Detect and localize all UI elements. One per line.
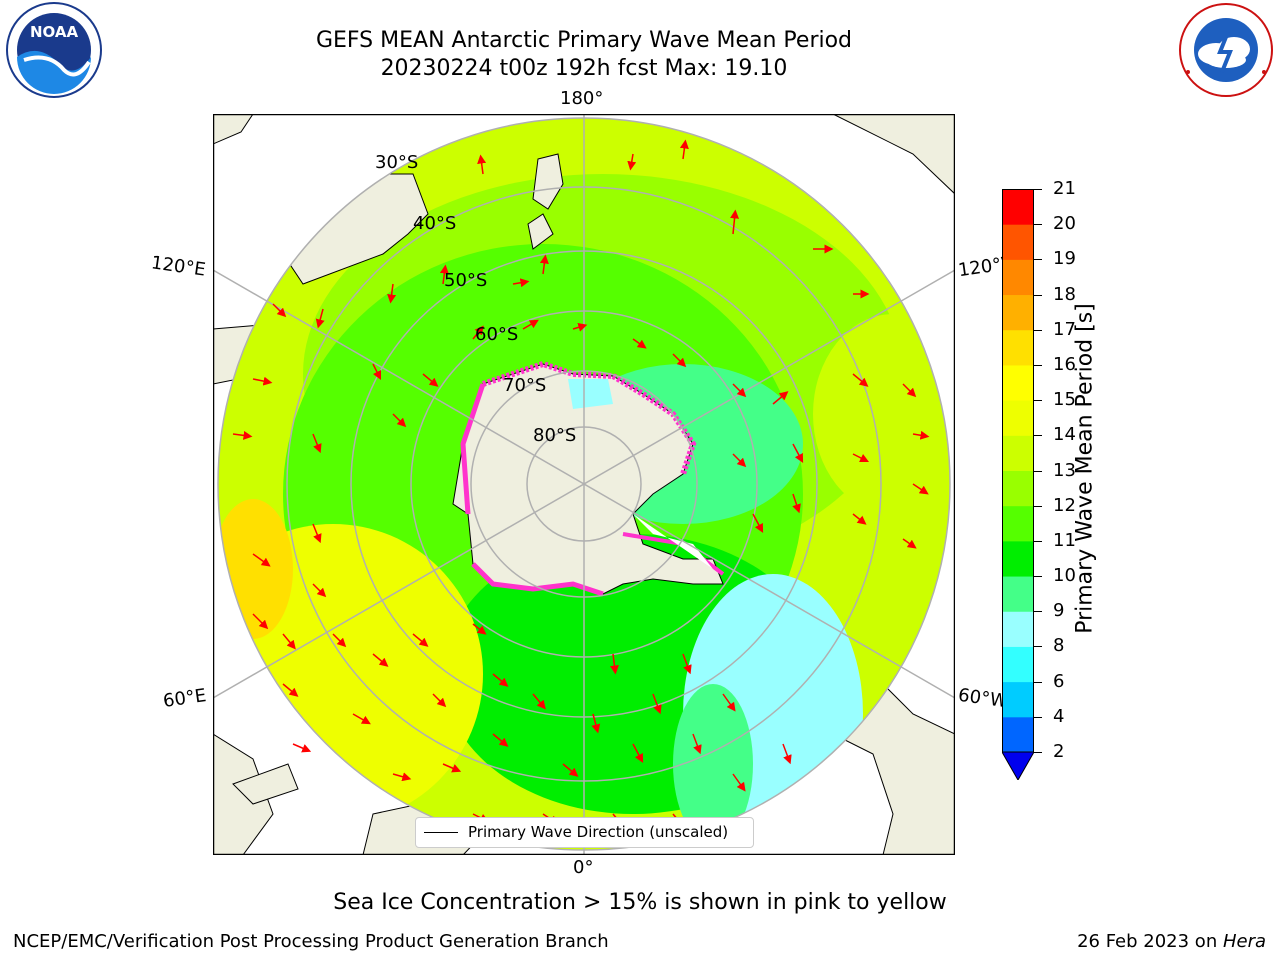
colorbar-segment — [1002, 576, 1034, 612]
colorbar-segment — [1002, 189, 1034, 225]
colorbar-tick-mark — [1034, 505, 1042, 507]
colorbar-tick-label: 6 — [1053, 670, 1065, 692]
colorbar-tick-label: 21 — [1053, 178, 1076, 199]
lon-label-bottom: 0° — [573, 857, 594, 878]
colorbar-tick-label: 13 — [1053, 459, 1076, 481]
colorbar-segment — [1002, 259, 1034, 296]
colorbar-segment — [1002, 681, 1034, 718]
footer-date: 26 Feb 2023 on Hera — [1077, 931, 1266, 952]
colorbar-frame — [1002, 189, 1034, 753]
colorbar-tick-label: 18 — [1053, 283, 1076, 305]
polar-map — [212, 113, 956, 856]
colorbar-label: Primary Wave Mean Period [s] — [1072, 303, 1098, 634]
sea-ice-caption: Sea Ice Concentration > 15% is shown in … — [333, 890, 947, 915]
colorbar-tick-mark — [1034, 752, 1042, 753]
svg-text:NOAA: NOAA — [30, 23, 79, 41]
lat-label-40s: 40°S — [413, 213, 457, 234]
colorbar-tick-label: 8 — [1053, 635, 1065, 657]
colorbar-segment — [1002, 400, 1034, 436]
colorbar — [1001, 189, 1035, 782]
colorbar-tick-label: 12 — [1053, 494, 1076, 516]
footer-host: Hera — [1222, 931, 1266, 952]
colorbar-segment — [1002, 470, 1034, 507]
colorbar-under-triangle — [1001, 751, 1035, 782]
colorbar-tick-label: 16 — [1053, 353, 1076, 375]
colorbar-segment — [1002, 505, 1034, 542]
colorbar-tick-label: 15 — [1053, 389, 1076, 411]
colorbar-segment — [1002, 435, 1034, 471]
colorbar-tick-label: 17 — [1053, 318, 1076, 340]
colorbar-tick-mark — [1034, 329, 1042, 331]
chart-subtitle: 20230224 t00z 192h fcst Max: 19.10 — [380, 56, 788, 81]
colorbar-tick-mark — [1034, 576, 1042, 578]
footer-date-text: 26 Feb 2023 on — [1077, 931, 1223, 952]
colorbar-tick-mark — [1034, 611, 1042, 613]
colorbar-tick-mark — [1034, 540, 1042, 542]
colorbar-tick-mark — [1034, 470, 1042, 472]
colorbar-segment — [1002, 294, 1034, 331]
colorbar-tick-label: 20 — [1053, 213, 1076, 235]
colorbar-tick-mark — [1034, 435, 1042, 437]
lon-label-top: 180° — [560, 88, 604, 109]
colorbar-segment — [1002, 540, 1034, 577]
colorbar-tick-label: 11 — [1053, 529, 1076, 551]
colorbar-tick-mark — [1034, 189, 1042, 190]
colorbar-tick-label: 4 — [1053, 705, 1065, 727]
colorbar-segment — [1002, 611, 1034, 647]
colorbar-segment — [1002, 329, 1034, 366]
colorbar-tick-label: 9 — [1053, 600, 1065, 622]
colorbar-segment — [1002, 364, 1034, 401]
lon-label-upper-left: 120°E — [149, 252, 207, 281]
colorbar-tick-label: 10 — [1053, 565, 1076, 587]
colorbar-tick-label: 19 — [1053, 248, 1076, 270]
colorbar-tick-mark — [1034, 294, 1042, 296]
colorbar-segment — [1002, 646, 1034, 683]
colorbar-scale — [1001, 189, 1035, 782]
colorbar-segment — [1002, 224, 1034, 260]
chart-title: GEFS MEAN Antarctic Primary Wave Mean Pe… — [315, 28, 853, 53]
colorbar-tick-mark — [1034, 681, 1042, 683]
map-panel — [212, 113, 956, 856]
footer-credit: NCEP/EMC/Verification Post Processing Pr… — [13, 931, 609, 952]
graticule — [213, 114, 955, 855]
noaa-logo: NOAA — [4, 2, 104, 102]
colorbar-segment — [1002, 716, 1034, 753]
legend-line-swatch — [424, 832, 458, 833]
lat-label-50s: 50°S — [444, 270, 488, 291]
colorbar-tick-label: 2 — [1053, 741, 1065, 762]
map-legend: Primary Wave Direction (unscaled) — [415, 817, 754, 848]
lat-label-80s: 80°S — [533, 425, 577, 446]
colorbar-tick-mark — [1034, 400, 1042, 402]
lat-label-30s: 30°S — [375, 152, 419, 173]
colorbar-tick-mark — [1034, 364, 1042, 366]
colorbar-tick-mark — [1034, 716, 1042, 718]
lat-label-60s: 60°S — [475, 324, 519, 345]
colorbar-tick-label: 14 — [1053, 424, 1076, 446]
lat-label-70s: 70°S — [503, 375, 547, 396]
lon-label-lower-left: 60°E — [161, 685, 208, 712]
colorbar-tick-mark — [1034, 646, 1042, 648]
nws-logo — [1176, 2, 1276, 102]
colorbar-tick-mark — [1034, 224, 1042, 226]
colorbar-tick-mark — [1034, 259, 1042, 261]
legend-label: Primary Wave Direction (unscaled) — [468, 823, 729, 841]
